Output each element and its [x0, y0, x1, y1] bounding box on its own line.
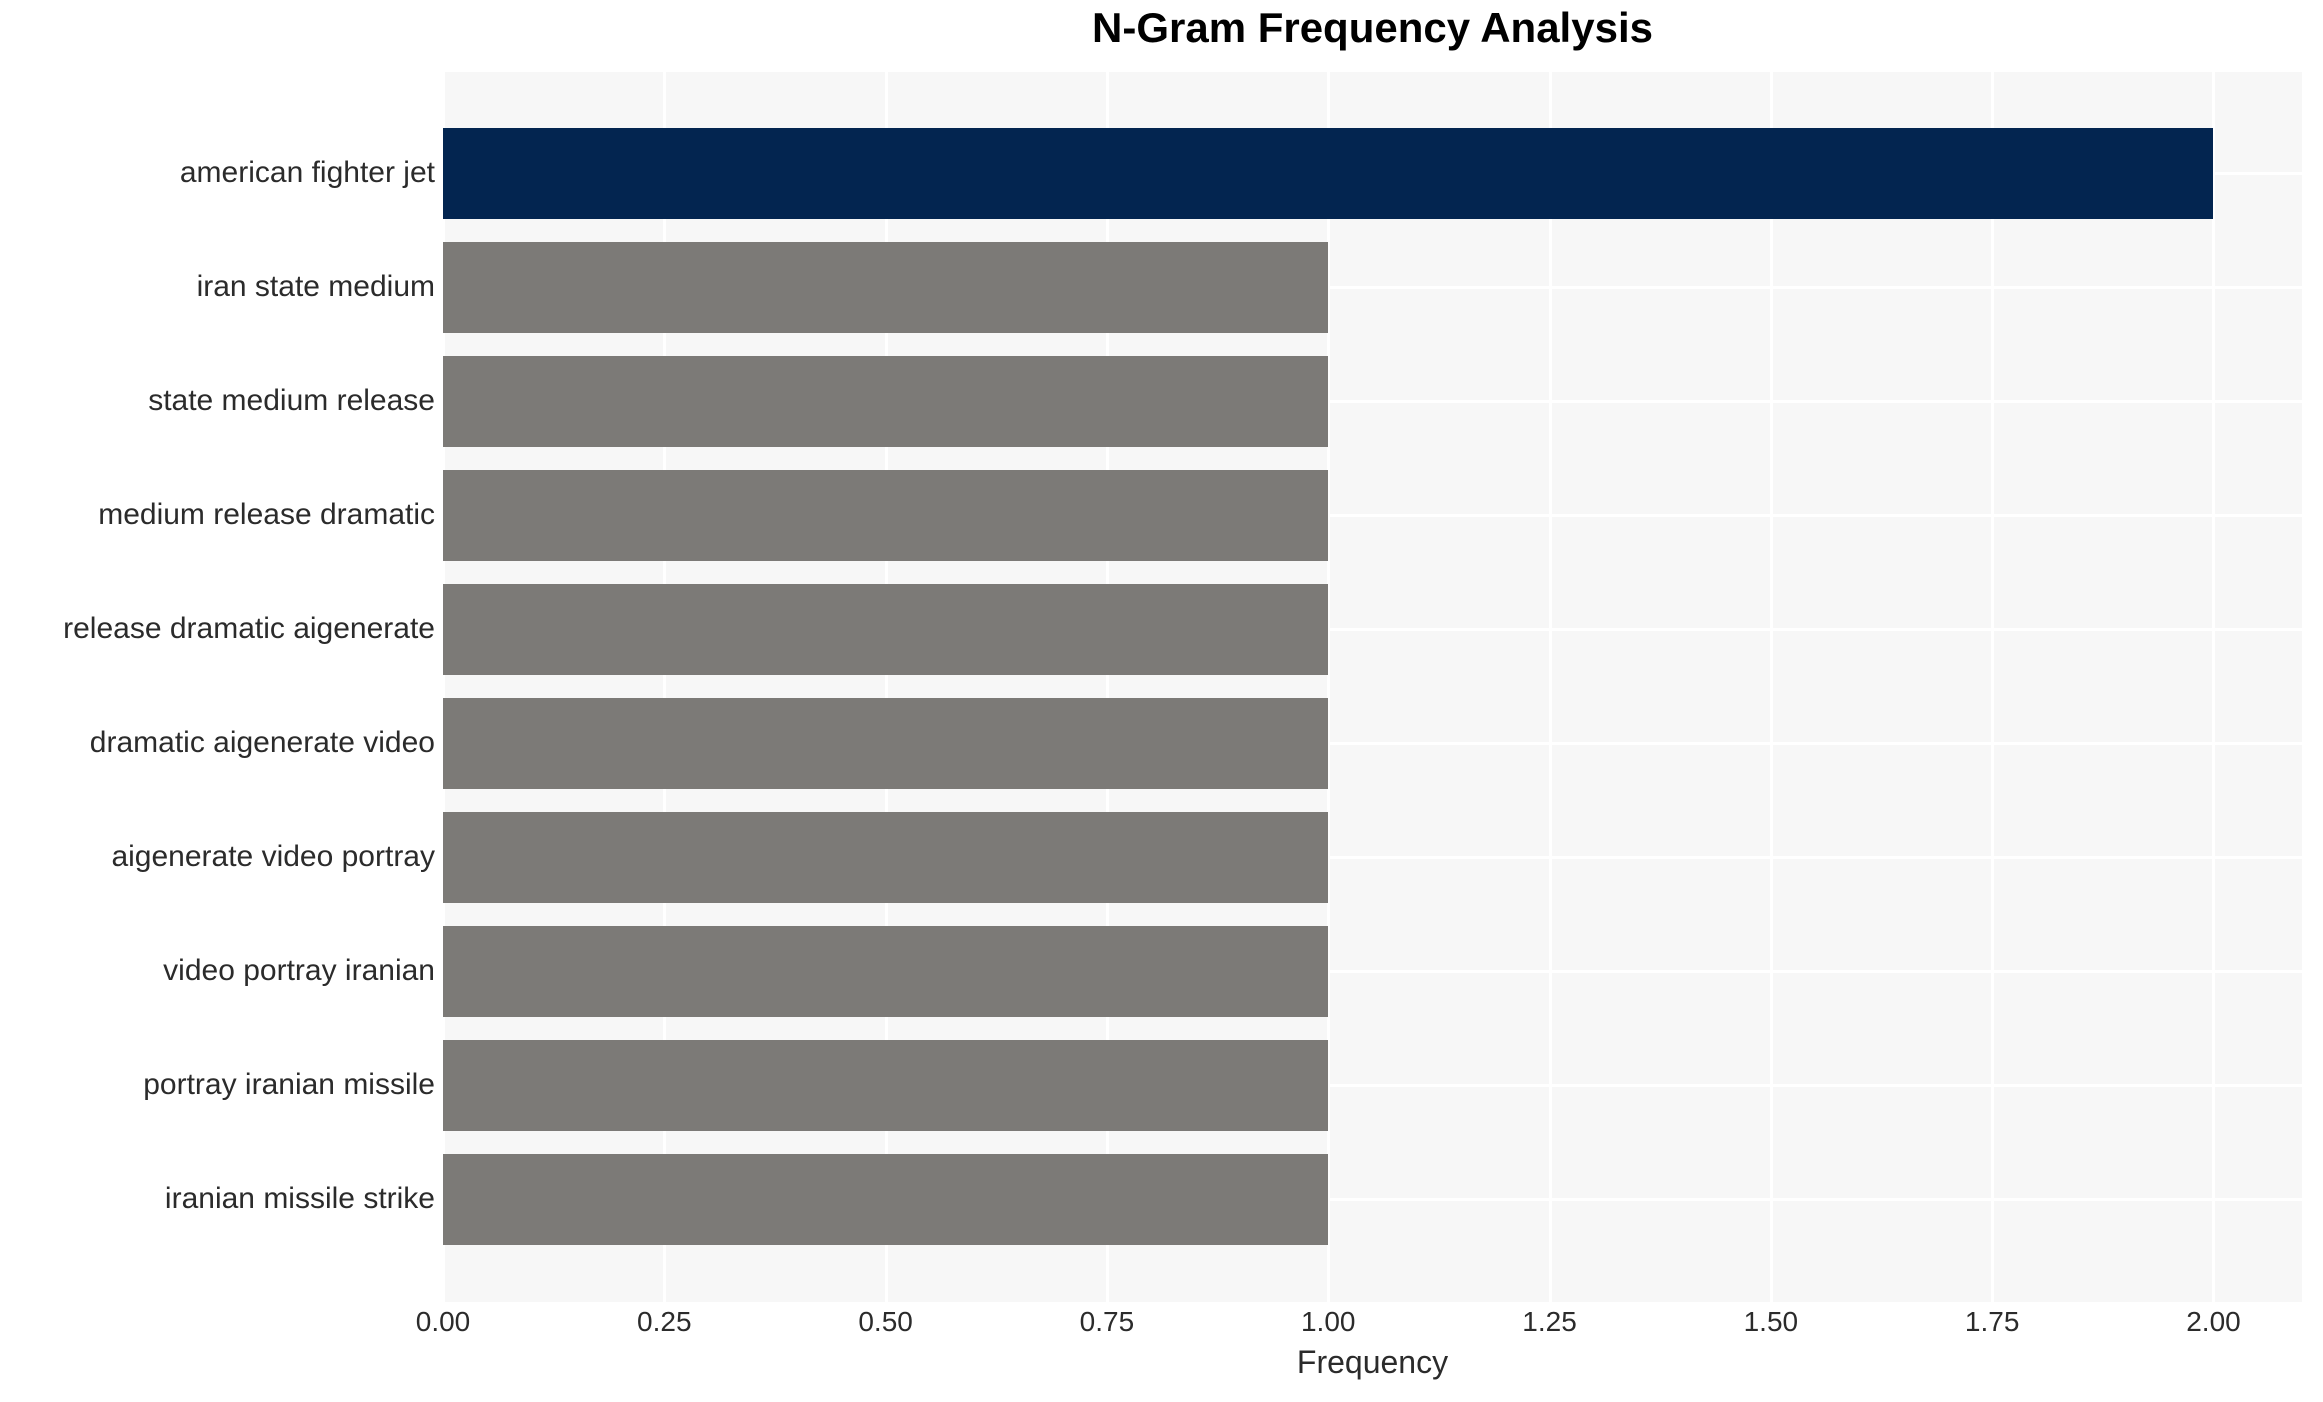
- plot-area: [442, 72, 2302, 1302]
- chart-title: N-Gram Frequency Analysis: [1092, 4, 1653, 51]
- gridline-vertical: [1991, 72, 1995, 1302]
- x-tick-label: 2.00: [2186, 1306, 2241, 1337]
- y-axis-label: video portray iranian: [163, 954, 435, 987]
- x-tick-label: 1.75: [1964, 1306, 2020, 1337]
- gridline-vertical: [2212, 72, 2216, 1302]
- bar: [443, 1153, 1329, 1245]
- y-axis-label: iran state medium: [196, 270, 435, 303]
- bar: [443, 469, 1329, 561]
- gridline-vertical: [1548, 72, 1552, 1302]
- x-tick-label: 0.25: [637, 1306, 692, 1337]
- gridline-horizontal: [443, 856, 2302, 859]
- gridline-horizontal: [443, 400, 2302, 403]
- gridline-vertical: [1105, 72, 1109, 1302]
- gridline-vertical: [1769, 72, 1773, 1302]
- x-tick-label: 1.00: [1300, 1306, 1356, 1337]
- x-tick-label: 0.75: [1079, 1306, 1135, 1337]
- y-axis-label: iranian missile strike: [164, 1182, 435, 1215]
- x-tick-label: 1.25: [1522, 1306, 1577, 1337]
- x-tick-label: 0.00: [415, 1306, 471, 1337]
- bar: [443, 1039, 1329, 1131]
- gridline-horizontal: [443, 742, 2302, 745]
- gridline-horizontal: [443, 970, 2302, 973]
- gridline-horizontal: [443, 1198, 2302, 1201]
- bar: [443, 697, 1329, 789]
- gridline-horizontal: [443, 628, 2302, 631]
- gridline-vertical: [663, 72, 667, 1302]
- y-axis-labels: american fighter jet iran state medium sta…: [0, 72, 435, 1302]
- bar: [443, 241, 1329, 333]
- gridline-horizontal: [443, 1084, 2302, 1087]
- bar: [443, 583, 1329, 675]
- x-tick-label: 1.50: [1743, 1306, 1799, 1337]
- x-tick-label: 0.50: [858, 1306, 913, 1337]
- y-axis-label: aigenerate video portray: [111, 840, 435, 873]
- y-axis-label: dramatic aigenerate video: [89, 726, 435, 759]
- y-axis-label: state medium release: [148, 384, 435, 417]
- gridline-vertical: [884, 72, 888, 1302]
- bar: [443, 355, 1329, 447]
- bar: [443, 811, 1329, 903]
- bar: [443, 127, 2214, 219]
- y-axis-label: release dramatic aigenerate: [63, 612, 435, 645]
- bar: [443, 925, 1329, 1017]
- gridline-horizontal: [443, 286, 2302, 289]
- x-axis-label: Frequency: [1296, 1344, 1449, 1380]
- gridline-vertical: [442, 72, 445, 1302]
- gridline-vertical: [1327, 72, 1331, 1302]
- y-axis-label: medium release dramatic: [98, 498, 435, 531]
- y-axis-label: portray iranian missile: [143, 1068, 435, 1101]
- gridline-horizontal: [443, 514, 2302, 517]
- y-axis-label: american fighter jet: [179, 156, 435, 189]
